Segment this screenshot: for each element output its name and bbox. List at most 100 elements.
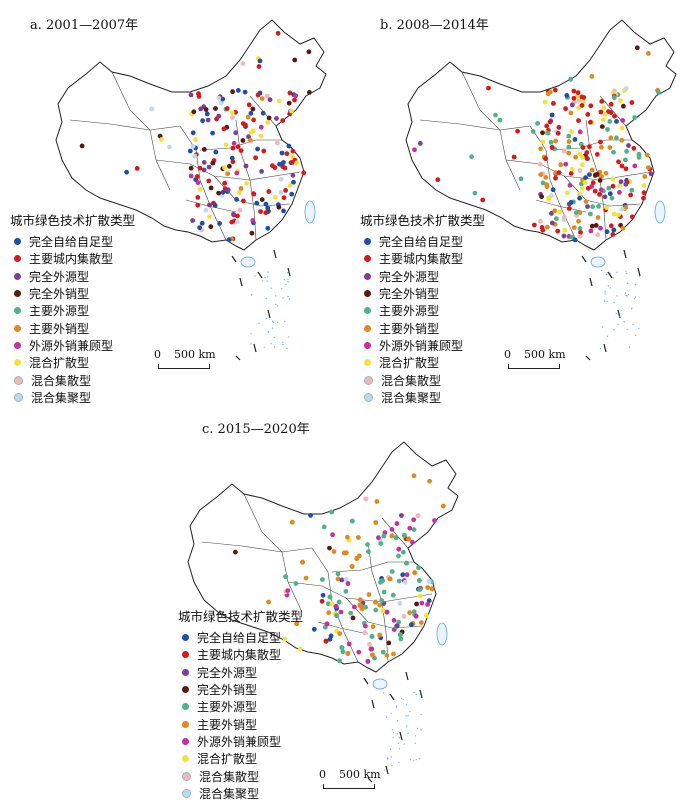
legend-swatch: [364, 307, 371, 315]
legend-item: 主要城内集散型: [360, 250, 485, 267]
islet: [626, 328, 628, 331]
city-dot: [233, 549, 238, 555]
city-dot: [413, 613, 419, 619]
city-dot: [294, 621, 300, 627]
city-dot: [396, 578, 402, 584]
city-dot: [576, 118, 581, 123]
city-dot: [257, 58, 263, 64]
islet: [266, 280, 268, 282]
city-dot: [240, 138, 246, 143]
city-dot: [254, 200, 260, 206]
legend-item: 外源外销兼顾型: [10, 337, 135, 354]
city-dot: [599, 124, 605, 129]
city-dot: [547, 119, 553, 125]
city-dot: [594, 172, 600, 177]
city-dot: [594, 152, 600, 157]
city-dot: [391, 651, 396, 657]
islet: [638, 327, 640, 330]
city-dot: [566, 150, 572, 156]
city-dot: [588, 211, 593, 217]
islet: [283, 278, 285, 281]
islet: [391, 729, 394, 731]
city-dot: [511, 154, 517, 160]
city-dot: [272, 165, 278, 171]
city-dot: [190, 144, 196, 149]
city-dot: [555, 228, 561, 234]
city-dot: [571, 225, 577, 230]
city-dot: [624, 148, 629, 154]
city-dot: [340, 649, 346, 655]
city-dot: [580, 162, 585, 168]
city-dot: [566, 144, 572, 150]
city-dot: [279, 150, 285, 156]
city-dot: [595, 232, 601, 238]
province-border: [111, 71, 171, 191]
islet: [283, 320, 286, 323]
city-dot: [293, 581, 299, 586]
city-dot: [564, 93, 570, 98]
city-dot: [380, 608, 386, 613]
city-dot: [623, 166, 629, 172]
city-dot: [345, 581, 351, 586]
city-dot: [384, 609, 390, 615]
city-dot: [404, 560, 409, 566]
islet: [275, 303, 277, 305]
islet: [254, 275, 256, 277]
city-dot: [231, 140, 237, 146]
city-dot: [636, 151, 642, 157]
legend-swatch: [14, 324, 21, 332]
city-dot: [284, 151, 290, 157]
city-dot: [571, 95, 577, 101]
city-dot: [327, 545, 332, 551]
province-border: [535, 199, 587, 213]
city-dot: [199, 220, 205, 226]
province-border: [243, 493, 303, 613]
islet: [409, 758, 412, 761]
city-dot: [616, 159, 621, 165]
city-dot: [571, 88, 577, 94]
city-dot: [588, 103, 594, 109]
city-dot: [623, 157, 628, 163]
city-dot: [229, 110, 235, 116]
islet: [604, 293, 606, 295]
islet: [270, 287, 272, 289]
legend-item: 完全自给自足型: [360, 233, 485, 250]
legend-label: 混合集聚型: [381, 390, 442, 405]
city-dot: [595, 215, 601, 220]
city-dot: [384, 653, 390, 658]
legend-items: 完全自给自足型 主要城内集散型 完全外源型 完全外销型 主要外源型 主要外销型 外源外销兼顾…: [10, 233, 135, 406]
panel-title: b. 2008—2014年: [380, 18, 489, 33]
islet: [627, 293, 630, 296]
legend-item: 主要外源型: [178, 698, 303, 715]
city-dot: [387, 576, 393, 582]
city-dot: [548, 139, 554, 145]
city-dot: [250, 106, 256, 112]
legend: 城市绿色技术扩散类型 完全自给自足型 主要城内集散型 完全外源型 完全外销型 主要外源型…: [360, 210, 485, 406]
city-dot: [222, 180, 228, 186]
city-dot: [577, 234, 583, 239]
city-dot: [246, 102, 252, 108]
city-dot: [356, 535, 361, 540]
islet: [609, 287, 611, 289]
city-dot: [515, 128, 520, 134]
city-dot: [300, 559, 305, 565]
islet: [250, 293, 253, 296]
city-dot: [386, 640, 392, 646]
city-dot: [597, 178, 603, 183]
islet: [397, 742, 400, 744]
islet: [266, 276, 269, 278]
city-dot: [563, 106, 568, 112]
city-dot: [469, 154, 474, 160]
city-dot: [549, 144, 555, 150]
city-dot: [579, 181, 584, 187]
city-dot: [326, 610, 332, 616]
city-dot: [566, 139, 572, 145]
islet: [420, 729, 422, 731]
islet: [272, 321, 274, 324]
city-dot: [206, 178, 212, 184]
legend-item: 混合集散型: [178, 767, 303, 784]
legend-swatch: [364, 238, 371, 246]
city-dot: [493, 112, 498, 118]
legend-label: 外源外销兼顾型: [379, 338, 464, 353]
legend-item: 主要城内集散型: [178, 646, 303, 663]
